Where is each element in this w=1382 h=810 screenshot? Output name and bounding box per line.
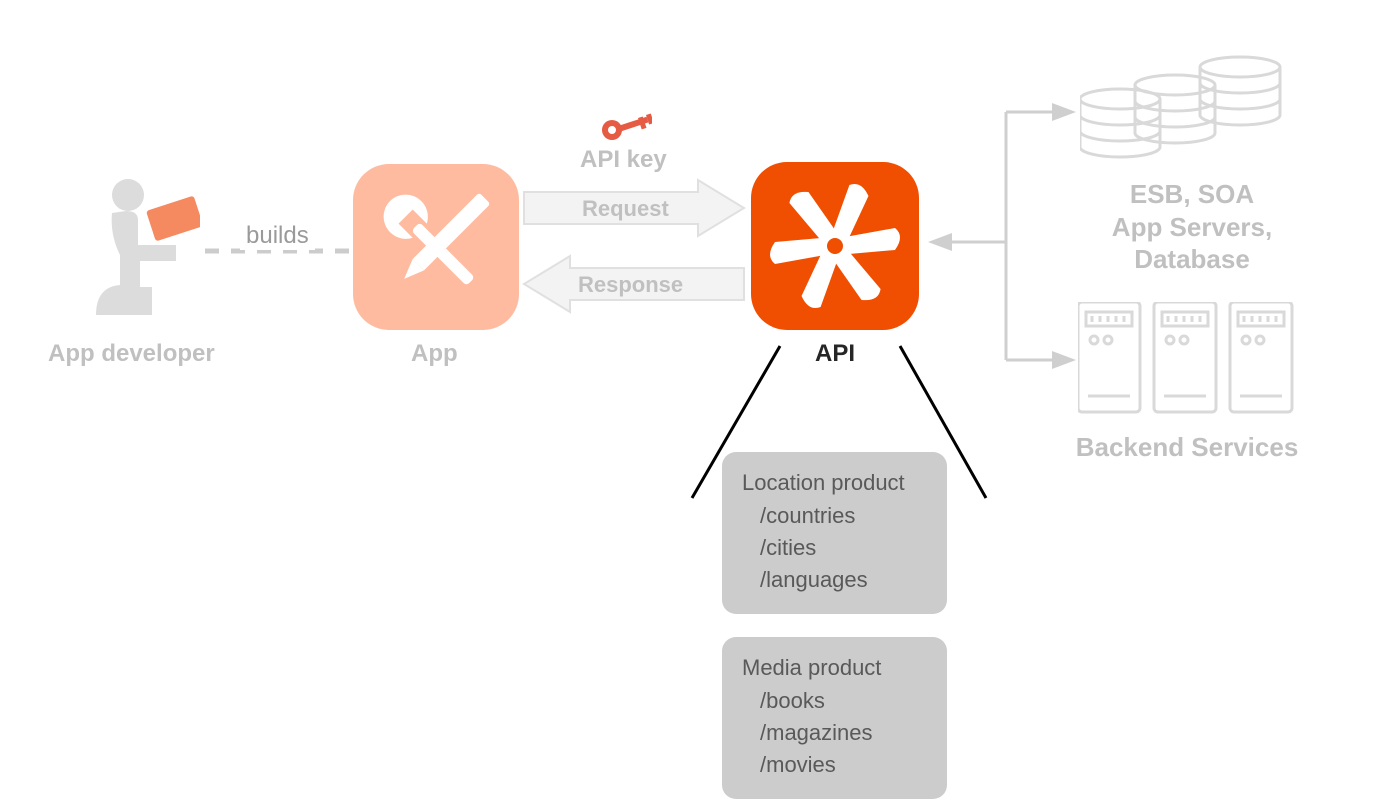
location-product-title: Location product [742,470,927,496]
response-label: Response [578,272,683,298]
apikey-label: API key [580,146,667,174]
builds-label: builds [240,222,315,250]
media-product-item: /magazines [760,717,927,749]
location-product-box: Location product /countries /cities /lan… [722,452,947,614]
location-product-item: /cities [760,532,927,564]
backend-arrows [920,80,1080,380]
key-icon [600,108,652,148]
media-product-box: Media product /books /magazines /movies [722,637,947,799]
media-product-title: Media product [742,655,927,681]
backend-bottom-label: Backend Services [1052,432,1322,463]
media-product-item: /movies [760,749,927,781]
media-product-item: /books [760,685,927,717]
backend-top-line1: ESB, SOA [1087,178,1297,211]
app-icon [353,164,519,330]
server-icons [1078,302,1298,422]
location-product-item: /countries [760,500,927,532]
app-label: App [411,340,458,368]
request-label: Request [582,196,669,222]
backend-top-line3: Database [1087,243,1297,276]
location-product-item: /languages [760,564,927,596]
developer-icon [90,175,200,315]
database-icons [1080,55,1290,165]
developer-label: App developer [48,340,215,368]
backend-top-text: ESB, SOA App Servers, Database [1087,178,1297,276]
backend-top-line2: App Servers, [1087,211,1297,244]
api-icon [751,162,919,330]
